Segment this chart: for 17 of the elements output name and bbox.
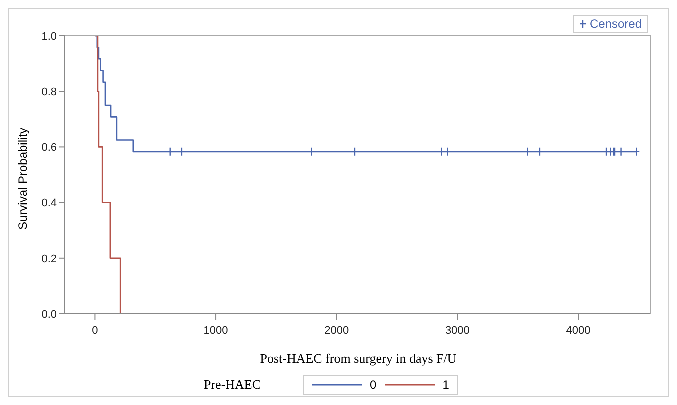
x-tick-label: 0 [92,325,98,337]
legend-label: Censored [590,17,642,31]
x-tick-label: 1000 [204,325,228,337]
legend-label: 1 [442,378,450,392]
x-tick-label: 3000 [445,325,470,337]
y-tick-label: 0.8 [42,86,57,99]
y-tick-label: 1.0 [42,30,57,43]
x-tick-label: 2000 [324,325,350,337]
y-tick-label: 0.4 [42,198,57,210]
x-tick-label: 4000 [566,325,591,337]
y-tick-label: 0.0 [42,308,57,321]
y-tick-label: 0.2 [42,253,57,266]
legend-title: Pre-HAEC [204,377,262,393]
y-axis-title: Survival Probability [16,128,30,230]
legend-label: 0 [370,378,377,392]
y-tick-label: 0.6 [42,142,57,154]
x-axis-title: Post-HAEC from surgery in days F/U [259,351,458,367]
